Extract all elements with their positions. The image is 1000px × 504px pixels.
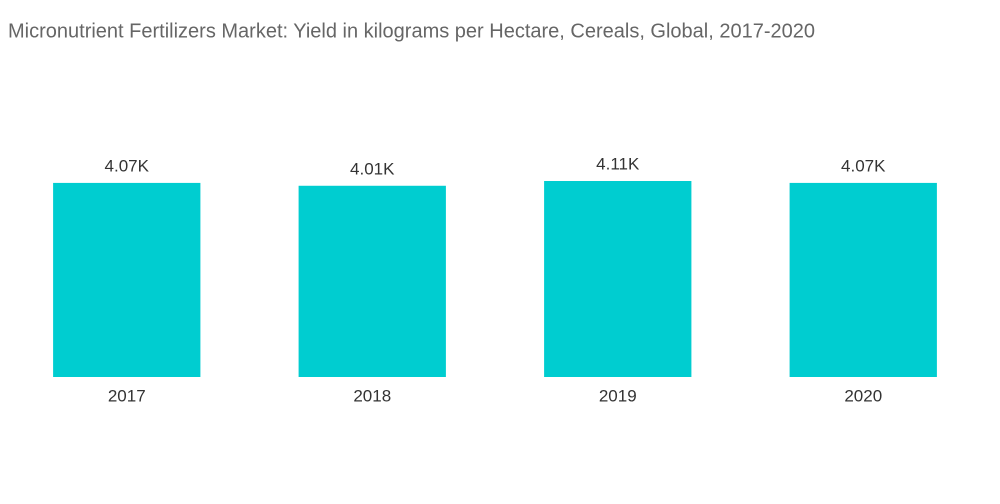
x-tick-label: 2017 (108, 386, 146, 405)
bar (789, 182, 937, 377)
bar (298, 185, 446, 377)
x-tick-label: 2020 (844, 386, 882, 405)
value-label: 4.07K (841, 156, 886, 175)
value-label: 4.01K (350, 159, 395, 178)
bar (544, 181, 692, 377)
x-tick-label: 2018 (353, 386, 391, 405)
value-label: 4.11K (596, 154, 640, 173)
value-label: 4.07K (105, 156, 150, 175)
x-tick-label: 2019 (599, 386, 637, 405)
bar (53, 182, 201, 377)
chart-title: Micronutrient Fertilizers Market: Yield … (8, 20, 815, 42)
